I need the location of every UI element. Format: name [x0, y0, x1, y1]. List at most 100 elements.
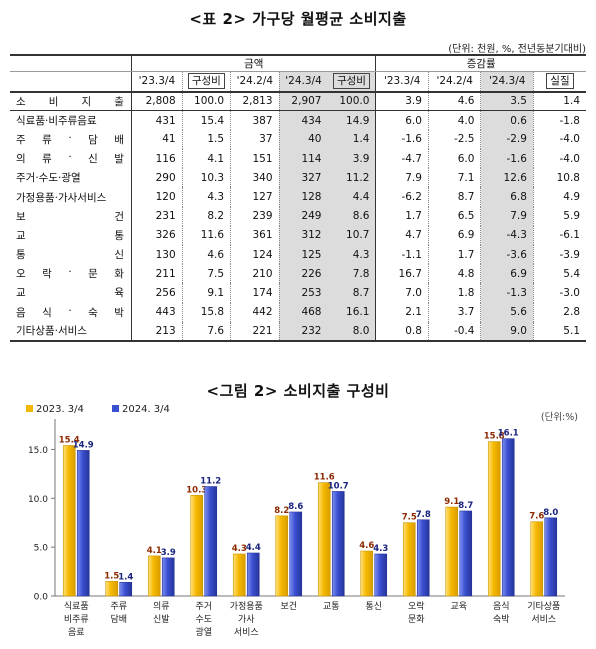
col-header: '24.3/4: [480, 71, 534, 93]
table-cell: 2.8: [532, 302, 586, 322]
legend-label: 2024. 3/4: [122, 404, 170, 415]
table-cell: 2,813: [230, 91, 280, 112]
row-label-part: 음: [16, 306, 26, 319]
table-cell: 312: [278, 225, 328, 245]
table-cell: 1.7: [375, 206, 429, 226]
table-cell: 256: [131, 283, 183, 303]
table-cell: 174: [230, 283, 280, 303]
table-cell: 4.0: [427, 110, 481, 130]
table-cell: 10.8: [532, 168, 586, 188]
data-label: 15.8: [484, 432, 505, 442]
x-tick-label: 주류: [110, 601, 127, 612]
table-row: 보 건 231 8.2 239 249 8.6 1.7 6.5 7.9 5.9: [10, 206, 586, 226]
spending-table: 금액 증감률 '23.3/4 구성비 '24.2/4 '24.3/4 구성비 '…: [10, 54, 586, 342]
table-unit: (단위: 천원, %, 전년동분기대비): [448, 44, 586, 55]
bar: [402, 522, 416, 597]
table-cell: 120: [131, 187, 183, 207]
x-tick-label: 의류: [153, 601, 170, 612]
x-tick-label: 통신: [365, 601, 382, 612]
table-cell: -1.8: [532, 110, 586, 130]
table-cell: 128: [278, 187, 328, 207]
row-label: 가정용품·가사서비스: [16, 191, 107, 204]
row-label-part: 육: [114, 287, 124, 300]
table-cell: 125: [278, 245, 328, 265]
table-cell: 210: [230, 264, 280, 284]
x-tick-label: 기타상품: [527, 601, 560, 612]
table-cell: 340: [230, 168, 280, 188]
table-cell: 8.6: [327, 206, 376, 226]
bar: [374, 553, 388, 597]
row-label-part: ·: [68, 131, 72, 144]
row-label-part: 건: [114, 210, 124, 223]
x-tick-label: 주거: [195, 601, 212, 612]
x-tick-label: 가정용품: [230, 601, 263, 612]
table-cell: 213: [131, 321, 183, 342]
bar: [416, 519, 430, 597]
table-row: 교 육 256 9.1 174 253 8.7 7.0 1.8 -1.3 -3.0: [10, 283, 586, 303]
table-cell: 7.1: [427, 168, 481, 188]
table-cell: 127: [230, 187, 280, 207]
y-tick-label: 15.0: [28, 446, 48, 456]
table-cell: -4.3: [480, 225, 534, 245]
table-cell: 4.7: [375, 225, 429, 245]
table-row: 주거·수도·광열 290 10.3 340 327 11.2 7.9 7.1 12.6 10.8: [10, 168, 586, 188]
row-label-part: 교: [16, 229, 26, 242]
data-label: 1.5: [104, 571, 119, 581]
table-cell: 9.0: [480, 321, 534, 342]
bar: [530, 521, 544, 597]
col-header-boxed: 구성비: [332, 73, 370, 90]
bar: [190, 495, 204, 597]
table-cell: 387: [230, 110, 280, 130]
table-corner: [10, 54, 132, 72]
row-label: 오 락 · 문 화: [10, 264, 132, 283]
data-label: 15.4: [59, 436, 80, 446]
table-cell: 326: [131, 225, 183, 245]
table-row: 의 류 · 신 발 116 4.1 151 114 3.9 -4.7 6.0 -1.6 -4.0: [10, 149, 586, 169]
bar: [544, 517, 558, 597]
x-tick-label: 음식: [493, 601, 510, 612]
bar: [275, 515, 289, 597]
x-tick-label: 교육: [450, 601, 467, 612]
x-tick-label: 서비스: [234, 627, 259, 638]
row-label: 주 류 · 담 배: [10, 130, 132, 149]
col-header: 구성비: [181, 71, 231, 93]
table-cell: 4.6: [181, 245, 231, 265]
group-change-header: 증감률: [375, 54, 586, 72]
table-cell: 5.9: [532, 206, 586, 226]
x-tick-label: 보건: [280, 601, 297, 612]
data-label: 4.3: [232, 544, 247, 554]
table-cell: 3.5: [480, 91, 534, 112]
row-label-part: 교: [16, 287, 26, 300]
x-tick-label: 비주류: [64, 614, 89, 625]
row-label-part: 소: [16, 95, 26, 108]
bar: [62, 445, 76, 597]
x-tick-label: 신발: [153, 614, 170, 625]
table-cell: -3.6: [480, 245, 534, 265]
col-header: '23.3/4: [375, 71, 429, 93]
table-group-header-row: 금액 증감률: [10, 54, 586, 72]
table-cell: 100.0: [181, 91, 231, 112]
table-cell: 0.6: [480, 110, 534, 130]
x-tick-label: 서비스: [531, 614, 556, 625]
table-cell: 221: [230, 321, 280, 342]
table-cell: 3.9: [375, 91, 429, 112]
table-cell: 12.6: [480, 168, 534, 188]
bar: [487, 441, 501, 597]
table-cell: -3.0: [532, 283, 586, 303]
data-label: 10.7: [328, 481, 349, 491]
col-header-boxed: 구성비: [187, 73, 225, 90]
x-tick-label: 오락: [408, 600, 425, 612]
bar: [119, 582, 133, 597]
figure-title: <그림 2> 소비지출 구성비: [206, 382, 390, 400]
table-cell: 7.8: [327, 264, 376, 284]
table-cell: -4.7: [375, 149, 429, 169]
table-cell: 443: [131, 302, 183, 322]
table-cell: 1.7: [427, 245, 481, 265]
bar: [360, 550, 374, 597]
table-cell: -6.2: [375, 187, 429, 207]
table-cell: 11.2: [327, 168, 376, 188]
table-cell: 114: [278, 149, 328, 169]
x-tick-label: 수도: [195, 614, 212, 625]
